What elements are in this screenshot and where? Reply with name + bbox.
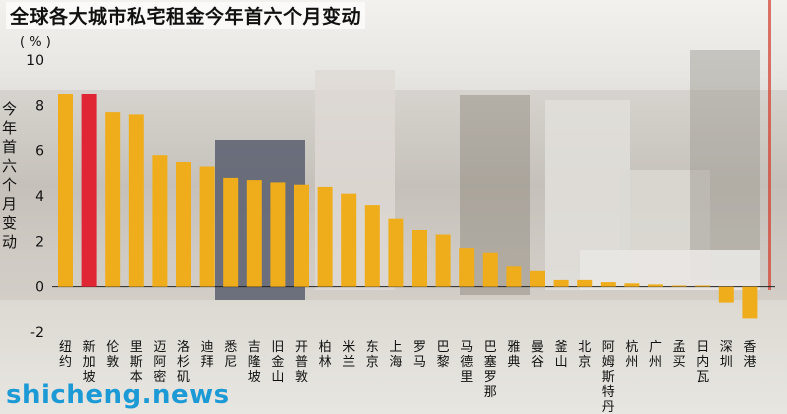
bar-11 (294, 184, 309, 287)
category-label: 日内瓦 (696, 340, 709, 385)
y-tick-label: 0 (35, 280, 44, 296)
bar-19 (482, 252, 498, 287)
category-label: 罗马 (413, 340, 426, 370)
category-label: 巴黎 (437, 340, 450, 370)
bar-20 (506, 266, 522, 287)
watermark: shicheng.news (6, 380, 230, 410)
category-label: 孟买 (673, 340, 686, 370)
category-label: 阿姆斯特丹 (602, 340, 615, 414)
bar-10 (270, 182, 286, 287)
bar-22 (553, 279, 569, 287)
bar-8 (223, 177, 239, 287)
background-skyline (0, 0, 787, 300)
bar-29 (718, 286, 734, 303)
chart-title: 全球各大城市私宅租金今年首六个月变动 (6, 2, 366, 29)
bar-3 (105, 112, 121, 287)
bar-4 (128, 114, 144, 287)
bar-21 (530, 270, 545, 287)
category-label: 吉隆坡 (248, 340, 261, 385)
category-label: 马德里 (460, 340, 473, 385)
bar-23 (577, 279, 593, 287)
category-label: 新加坡 (83, 339, 96, 385)
y-tick-label: 4 (35, 189, 44, 205)
bar-26 (648, 284, 663, 287)
category-label: 迈阿密 (153, 340, 166, 385)
category-label: 北京 (578, 340, 591, 370)
y-tick-label: 6 (35, 144, 44, 160)
category-label: 深圳 (720, 340, 733, 370)
category-label: 悉尼 (224, 340, 237, 370)
bar-1 (58, 94, 73, 287)
category-label: 杭州 (625, 340, 638, 370)
y-tick-label: 10 (26, 53, 44, 69)
bar-25 (624, 283, 640, 287)
category-label: 迪拜 (201, 340, 214, 370)
category-label: 伦敦 (106, 340, 119, 370)
category-label: 柏林 (319, 340, 332, 370)
bar-17 (435, 234, 451, 287)
unit-label: ( % ) (20, 35, 51, 50)
category-label: 里斯本 (130, 340, 143, 385)
bar-14 (364, 205, 380, 287)
category-label: 开普敦 (295, 340, 308, 385)
y-tick-label: -2 (30, 325, 44, 341)
bars (58, 94, 758, 319)
category-label: 上海 (389, 340, 402, 370)
category-label: 纽约 (59, 340, 72, 370)
category-label: 釜山 (555, 340, 568, 370)
category-labels: 纽约新加坡伦敦里斯本迈阿密洛杉矶迪拜悉尼吉隆坡旧金山开普敦柏林米兰东京上海罗马巴… (59, 339, 756, 414)
bar-18 (459, 248, 475, 287)
category-label: 米兰 (342, 340, 355, 370)
bar-15 (388, 218, 404, 287)
y-tick-label: 8 (35, 98, 44, 114)
category-label: 广州 (649, 340, 662, 370)
category-label: 曼谷 (531, 340, 544, 370)
bar-12 (317, 186, 333, 287)
y-tick-label: 2 (35, 234, 44, 250)
bar-9 (246, 180, 262, 287)
bar-7 (199, 166, 215, 287)
category-label: 旧金山 (271, 340, 284, 385)
category-label: 洛杉矶 (177, 340, 190, 385)
bar-5 (152, 155, 168, 287)
category-label: 巴塞罗那 (484, 340, 497, 400)
bar-28 (695, 285, 711, 287)
y-axis-label: 今年首六个月变动 (2, 100, 18, 251)
bar-6 (176, 162, 191, 287)
category-label: 雅典 (507, 340, 520, 370)
bar-16 (412, 230, 427, 287)
bar-2 (81, 94, 97, 287)
bar-27 (671, 285, 687, 287)
bar-13 (341, 193, 357, 287)
category-label: 香港 (743, 340, 756, 370)
bar-30 (742, 286, 758, 319)
bar-24 (600, 282, 616, 287)
category-label: 东京 (366, 340, 379, 370)
